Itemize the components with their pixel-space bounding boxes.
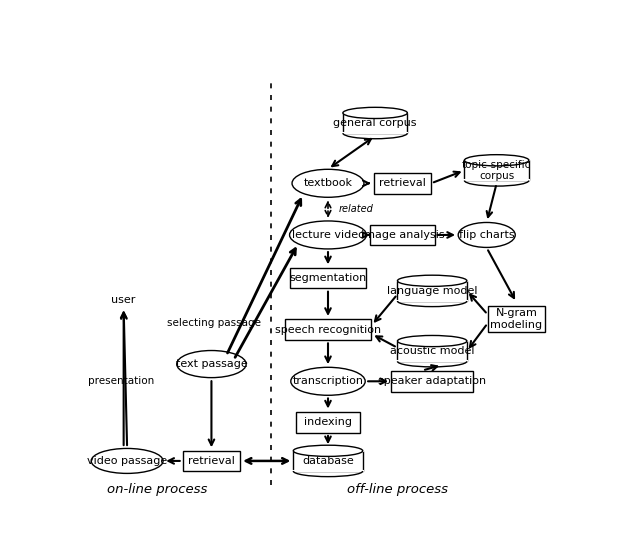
Text: text passage: text passage bbox=[175, 359, 247, 369]
Bar bbox=[370, 225, 435, 245]
Text: flip charts: flip charts bbox=[459, 230, 515, 240]
Bar bbox=[465, 160, 529, 181]
Bar bbox=[397, 341, 467, 361]
Text: presentation: presentation bbox=[88, 376, 154, 386]
Text: language model: language model bbox=[387, 286, 477, 296]
Text: retrieval: retrieval bbox=[379, 178, 426, 188]
Ellipse shape bbox=[397, 335, 467, 347]
Bar bbox=[397, 281, 467, 301]
Text: speech recognition: speech recognition bbox=[275, 325, 381, 335]
Bar bbox=[293, 451, 363, 471]
Text: textbook: textbook bbox=[303, 178, 353, 188]
Text: segmentation: segmentation bbox=[289, 273, 367, 283]
Text: related: related bbox=[339, 204, 374, 214]
Ellipse shape bbox=[177, 350, 246, 378]
Text: topic-specific
corpus: topic-specific corpus bbox=[462, 159, 531, 181]
Bar bbox=[289, 268, 367, 288]
Text: off-line process: off-line process bbox=[347, 484, 448, 496]
Text: lecture video: lecture video bbox=[292, 230, 364, 240]
Text: general corpus: general corpus bbox=[333, 118, 417, 128]
Text: acoustic model: acoustic model bbox=[390, 346, 474, 356]
Text: selecting passage: selecting passage bbox=[167, 318, 261, 328]
Ellipse shape bbox=[289, 221, 367, 249]
Bar bbox=[397, 281, 467, 301]
Text: on-line process: on-line process bbox=[107, 484, 207, 496]
Ellipse shape bbox=[458, 222, 515, 248]
Ellipse shape bbox=[91, 448, 163, 473]
Text: image analysis: image analysis bbox=[360, 230, 444, 240]
Ellipse shape bbox=[293, 445, 363, 456]
Text: video passage: video passage bbox=[87, 456, 167, 466]
Ellipse shape bbox=[292, 169, 364, 197]
Bar bbox=[293, 451, 363, 471]
Ellipse shape bbox=[343, 107, 408, 119]
Ellipse shape bbox=[465, 155, 529, 166]
Bar bbox=[465, 160, 529, 181]
Text: indexing: indexing bbox=[304, 417, 352, 427]
Bar bbox=[391, 371, 473, 392]
Bar bbox=[296, 412, 360, 433]
Ellipse shape bbox=[291, 367, 365, 395]
Bar bbox=[183, 451, 240, 471]
Bar bbox=[374, 173, 431, 193]
Text: N-gram
modeling: N-gram modeling bbox=[490, 308, 543, 330]
Ellipse shape bbox=[397, 275, 467, 286]
Bar bbox=[343, 113, 408, 133]
Text: speaker adaptation: speaker adaptation bbox=[378, 376, 486, 386]
Text: database: database bbox=[302, 456, 354, 466]
Bar bbox=[488, 306, 545, 332]
Text: retrieval: retrieval bbox=[188, 456, 235, 466]
Bar bbox=[343, 113, 408, 133]
Text: user: user bbox=[111, 295, 136, 305]
Bar bbox=[397, 341, 467, 361]
Text: transcription: transcription bbox=[292, 376, 364, 386]
Bar bbox=[285, 319, 371, 340]
